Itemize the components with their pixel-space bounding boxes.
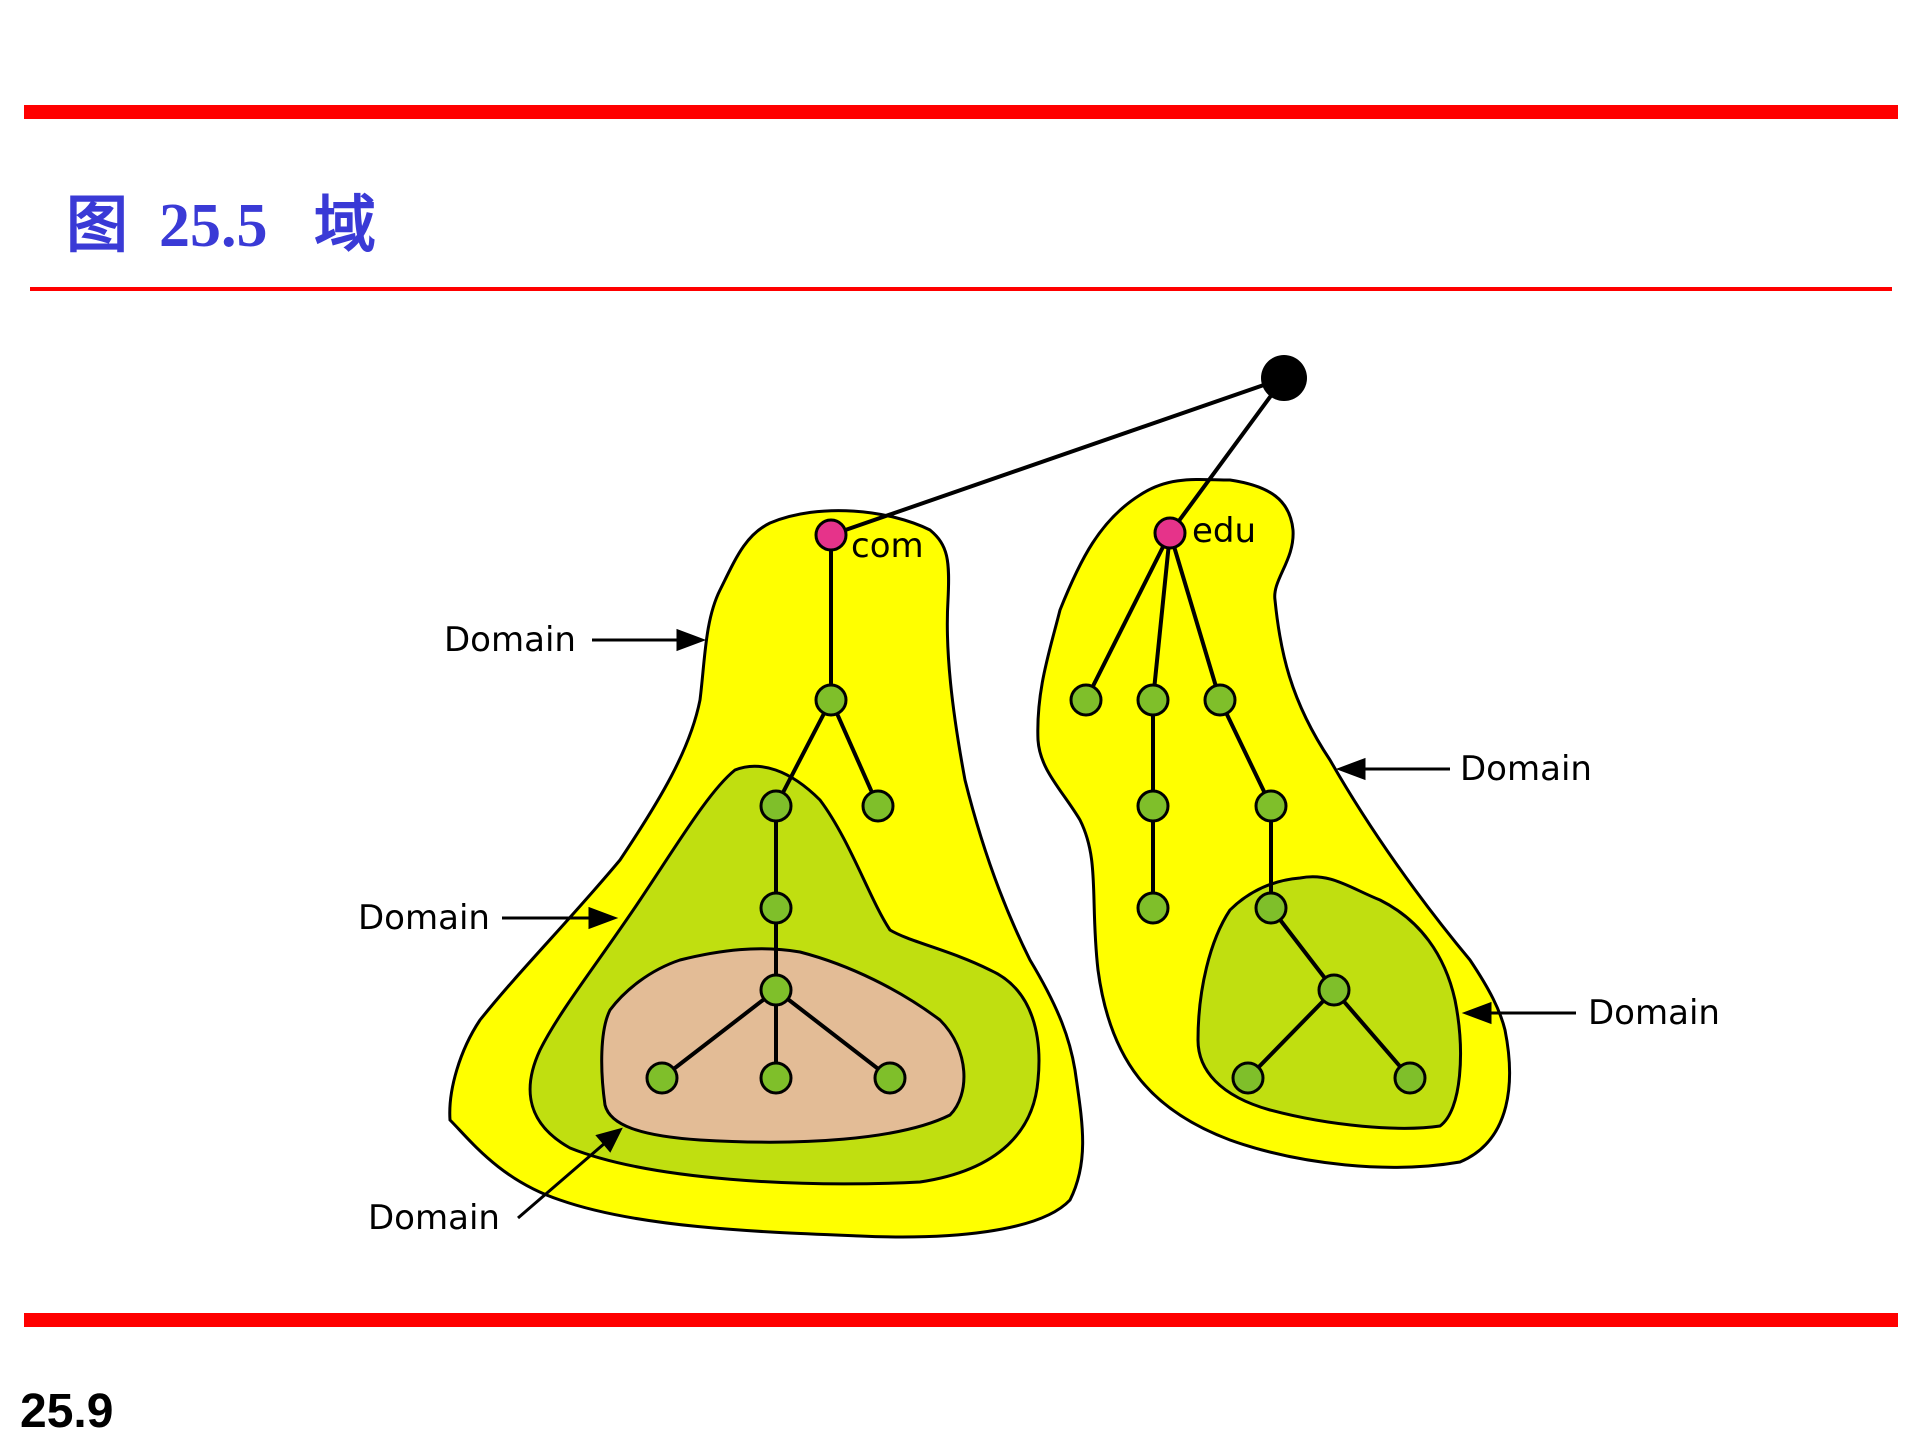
tree-node [814, 683, 848, 717]
tree-node [759, 891, 793, 925]
domain-label-com-middle: Domain [358, 898, 490, 938]
tree-node [1254, 789, 1288, 823]
tree-node [1393, 1061, 1427, 1095]
com-label: com [851, 526, 924, 566]
tree-node [645, 1061, 679, 1095]
domain-label-com-inner: Domain [368, 1198, 500, 1238]
domain-callout-arrows [502, 628, 1576, 1220]
tree-node [759, 1061, 793, 1095]
edu-label: edu [1192, 511, 1256, 551]
tree-node [1136, 891, 1170, 925]
tree-node [759, 789, 793, 823]
com-inner-domain-region [600, 947, 966, 1144]
root-node [1261, 355, 1307, 401]
domain-label-edu-inner: Domain [1588, 993, 1720, 1033]
title-underline [30, 287, 1892, 291]
domain-label-com-outer: Domain [444, 620, 576, 660]
tree-node [873, 1061, 907, 1095]
tree-nodes [645, 683, 1427, 1095]
com-node [814, 518, 848, 552]
tree-node [861, 789, 895, 823]
domain-label-edu-outer: Domain [1460, 749, 1592, 789]
tree-node [1069, 683, 1103, 717]
page-number: 25.9 [20, 1385, 114, 1438]
tree-edges [660, 376, 1412, 1080]
tree-node [1136, 683, 1170, 717]
slide-title: 图 25.5 域 [66, 192, 377, 260]
tree-node [1317, 973, 1351, 1007]
top-rule [24, 105, 1898, 119]
tree-node [759, 973, 793, 1007]
tree-node [1231, 1061, 1265, 1095]
tree-node [1254, 891, 1288, 925]
tree-node [1136, 789, 1170, 823]
edu-node [1153, 516, 1187, 550]
tree-node [1203, 683, 1237, 717]
bottom-rule [24, 1313, 1898, 1327]
